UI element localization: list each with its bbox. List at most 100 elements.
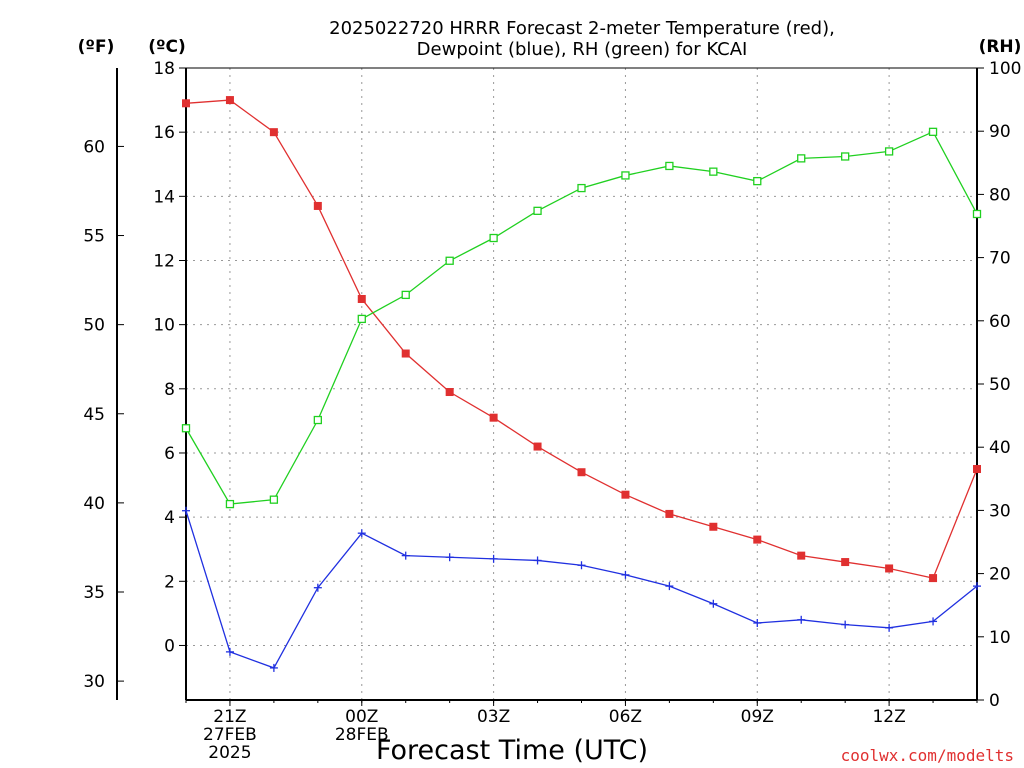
rh-point [533,206,542,215]
dewpoint-point [269,663,278,672]
dewpoint-point [885,623,894,632]
rh-point [269,495,279,504]
rh-point [401,290,410,300]
x-tick-label: 28FEB [335,725,389,745]
fahrenheit-tick-label: 45 [83,405,105,425]
temperature-point [841,558,850,567]
rh-tick-label: 40 [989,438,1011,458]
temperature-point [753,535,762,544]
chart-title-line2: Dewpoint (blue), RH (green) for KCAI [417,39,748,60]
rh-point [313,415,322,425]
dewpoint-point [357,529,366,538]
rh-point [577,183,586,193]
x-axis-label: Forecast Time (UTC) [376,735,648,766]
rh-point [181,424,191,433]
rh-tick-label: 20 [989,565,1011,585]
rh-point [972,209,982,219]
dewpoint-line [185,510,978,669]
celsius-tick-label: 0 [164,636,175,656]
dewpoint-point [225,647,234,656]
celsius-tick-label: 6 [164,444,175,464]
temperature-point [489,413,498,422]
temperature-point [313,201,322,210]
rh-point [797,154,806,163]
rh-tick-label: 100 [989,59,1021,79]
rh-point [709,167,718,176]
x-tick-label: 12Z [872,707,905,727]
temperature-point [665,509,674,518]
x-tick-label: 21Z [213,707,246,727]
dewpoint-point [929,617,938,626]
grid-lines [186,68,977,700]
celsius-tick-label: 18 [153,59,175,79]
x-tick-label: 06Z [609,707,642,727]
celsius-tick-label: 2 [164,572,175,592]
temperature-point [401,349,410,358]
rh-tick-label: 30 [989,501,1011,521]
axes [116,67,984,706]
dewpoint-point [973,582,981,591]
rh-point [621,171,630,180]
x-tick-label: 2025 [208,743,251,763]
dewpoint-point [445,553,454,562]
rh-point [884,147,894,156]
rh-point [928,127,938,136]
rh-tick-label: 50 [989,375,1011,395]
series-dewpoint [182,506,981,672]
dewpoint-point [797,615,806,624]
celsius-tick-label: 16 [153,123,175,143]
celsius-tick-label: 12 [153,251,175,271]
temperature-point [225,96,234,105]
dewpoint-point [665,582,674,591]
fahrenheit-tick-label: 60 [83,137,105,157]
temperature-point [357,294,366,303]
temperature-point [973,465,981,474]
series-temperature [182,96,981,583]
credit-link[interactable]: coolwx.com/modelts [841,746,1014,765]
dewpoint-point [621,570,630,579]
dewpoint-point [401,551,410,560]
temperature-point [445,388,454,397]
x-tick-label: 27FEB [203,725,257,745]
rh-point [841,152,850,161]
dewpoint-point [753,619,762,628]
rh-unit-label: (RH) [979,37,1022,57]
celsius-tick-label: 8 [164,380,175,400]
celsius-unit-label: (ºC) [148,37,186,57]
celsius-tick-label: 10 [153,316,175,336]
rh-tick-label: 80 [989,185,1011,205]
fahrenheit-tick-label: 35 [83,583,105,603]
temperature-point [269,128,278,137]
rh-point [665,161,674,171]
fahrenheit-tick-label: 50 [83,316,105,336]
x-tick-label: 09Z [741,707,774,727]
fahrenheit-tick-label: 40 [83,494,105,514]
fahrenheit-unit-label: (ºF) [78,37,115,57]
celsius-tick-label: 4 [164,508,175,528]
temperature-point [929,574,938,583]
temperature-point [621,490,630,499]
dewpoint-point [533,556,542,565]
chart-title: 2025022720 HRRR Forecast 2-meter Tempera… [329,18,835,60]
dewpoint-point [489,554,498,563]
temperature-point [182,99,190,108]
rh-point [445,256,454,265]
temperature-point [797,551,806,560]
temperature-point [885,564,894,573]
temperature-point [577,468,586,477]
dewpoint-point [841,620,850,629]
dewpoint-point [709,599,718,608]
rh-point [753,176,762,186]
dewpoint-point [182,506,190,515]
chart-title-line1: 2025022720 HRRR Forecast 2-meter Tempera… [329,18,835,39]
fahrenheit-tick-label: 30 [83,672,105,692]
rh-tick-label: 70 [989,249,1011,269]
temperature-point [709,522,718,531]
dewpoint-point [577,561,586,570]
rh-point [357,314,366,324]
rh-point [225,499,235,509]
fahrenheit-tick-label: 55 [83,227,105,247]
series-layer [181,96,982,672]
rh-tick-label: 60 [989,312,1011,332]
